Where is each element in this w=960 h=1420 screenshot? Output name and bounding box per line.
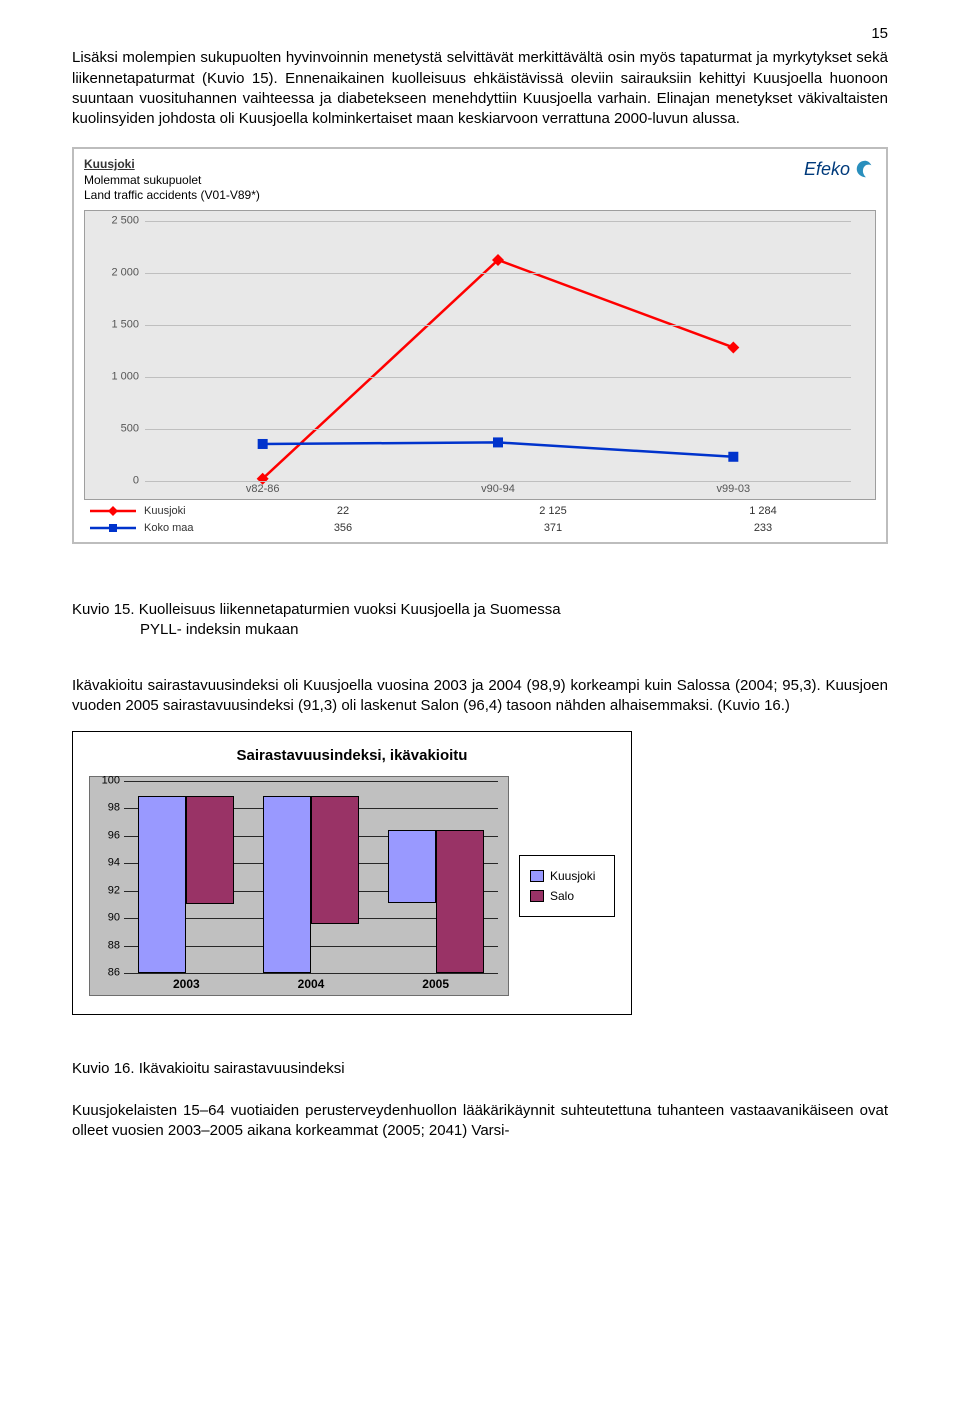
legend-value: 2 125 [448,504,658,519]
legend-series-name: Salo [550,888,574,904]
legend-value: 22 [238,504,448,519]
logo-swirl-icon [854,158,876,180]
x-axis-label: v90-94 [481,482,515,497]
efeko-logo: Efeko [804,157,876,181]
paragraph-sairastavuus: Ikävakioitu sairastavuusindeksi oli Kuus… [72,676,888,717]
line-chart-panel: Kuusjoki Molemmat sukupuolet Land traffi… [72,147,888,543]
gridline [145,325,851,326]
legend-value: 356 [238,521,448,536]
bar-group [138,796,248,973]
gridline [124,973,498,974]
legend-value: 371 [448,521,658,536]
chart1-plot-area: 0 500 1 000 1 500 2 000 2 500 v82-86 v90-94 v99-… [84,210,876,500]
paragraph-intro: Lisäksi molempien sukupuolten hyvinvoinn… [72,48,888,129]
paragraph-footer: Kuusjokelaisten 15–64 vuotiaiden peruste… [72,1101,888,1142]
y-axis-label: 1 500 [111,318,139,333]
x-axis-label: v99-03 [717,482,751,497]
legend-row: Koko maa 356371233 [84,519,876,536]
chart1-header: Kuusjoki Molemmat sukupuolet Land traffi… [84,157,876,204]
legend-value: 233 [658,521,868,536]
y-axis-label: 2 500 [111,214,139,229]
chart1-title-line1: Kuusjoki [84,157,260,173]
y-axis-label: 94 [108,856,120,871]
y-axis-label: 2 000 [111,266,139,281]
x-axis-label: 2005 [422,976,449,992]
chart1-legend: Kuusjoki 222 1251 284 Koko maa 356371233 [84,502,876,536]
gridline [145,221,851,222]
y-axis-label: 98 [108,801,120,816]
gridline [145,429,851,430]
chart1-titles: Kuusjoki Molemmat sukupuolet Land traffi… [84,157,260,204]
gridline [145,273,851,274]
caption-kuvio-16: Kuvio 16. Ikävakioitu sairastavuusindeks… [72,1059,888,1079]
gridline [145,377,851,378]
y-axis-label: 0 [133,474,139,489]
bar-chart-title: Sairastavuusindeksi, ikävakioitu [89,746,615,766]
y-axis-label: 92 [108,883,120,898]
chart1-lines-svg [145,221,851,481]
legend-swatch-icon [530,870,544,882]
y-axis-label: 90 [108,911,120,926]
legend-values: 222 1251 284 [238,504,868,519]
bar [388,830,436,903]
y-axis-label: 500 [121,422,139,437]
gridline [124,781,498,782]
y-axis-label: 96 [108,828,120,843]
legend-value: 1 284 [658,504,868,519]
caption-kuvio-15: Kuvio 15. Kuolleisuus liikennetapaturmie… [72,600,888,641]
legend-values: 356371233 [238,521,868,536]
caption-15-line1: Kuvio 15. Kuolleisuus liikennetapaturmie… [72,601,561,618]
legend-series-name: Koko maa [144,521,230,536]
efeko-logo-text: Efeko [804,157,850,181]
x-axis-label: v82-86 [246,482,280,497]
bar-chart-plot: 86 88 90 92 94 96 98 100 2003 2004 2005 [89,776,509,996]
legend-swatch-icon [530,890,544,902]
bar-chart-panel: Sairastavuusindeksi, ikävakioitu 86 88 90 9… [72,731,632,1015]
bar [311,796,359,924]
legend-item: Kuusjoki [530,868,604,884]
chart1-title-line2: Molemmat sukupuolet [84,173,260,189]
bar [138,796,186,973]
x-axis-label: 2003 [173,976,200,992]
bar-chart-body: 86 88 90 92 94 96 98 100 2003 2004 2005 Kuusjoki Sa… [89,776,615,996]
legend-series-name: Kuusjoki [550,868,595,884]
legend-swatch-icon [90,506,136,516]
bar-group [263,796,373,973]
x-axis-label: 2004 [298,976,325,992]
legend-row: Kuusjoki 222 1251 284 [84,502,876,519]
y-axis-label: 1 000 [111,370,139,385]
bar [436,830,484,973]
legend-series-name: Kuusjoki [144,504,230,519]
chart1-title-line3: Land traffic accidents (V01-V89*) [84,188,260,204]
legend-swatch-icon [90,523,136,533]
bar [263,796,311,973]
bar-chart-inner [124,781,498,973]
y-axis-label: 88 [108,938,120,953]
bar-group [388,830,498,973]
y-axis-label: 100 [102,774,120,789]
y-axis-label: 86 [108,966,120,981]
chart1-plot-inner [145,221,851,481]
bar-chart-legend: Kuusjoki Salo [519,855,615,917]
caption-15-line2: PYLL- indeksin mukaan [72,621,298,638]
page-number: 15 [72,24,888,44]
legend-item: Salo [530,888,604,904]
bar [186,796,234,904]
